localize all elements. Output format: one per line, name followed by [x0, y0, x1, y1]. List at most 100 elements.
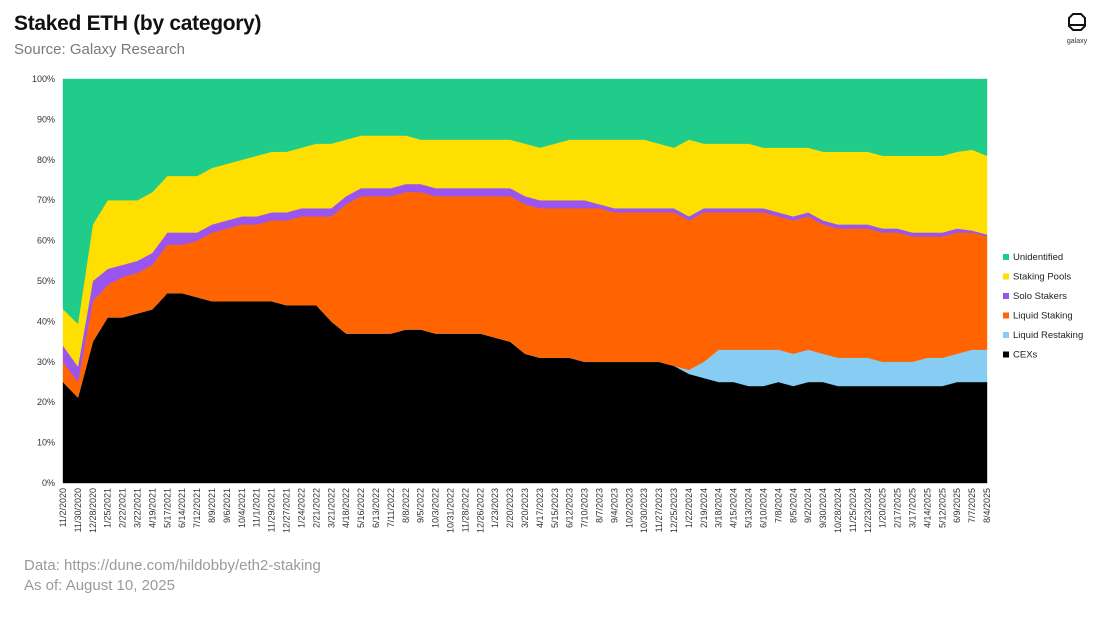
area-unidentified: [62, 78, 988, 325]
y-tick-label: 80%: [37, 155, 55, 165]
x-tick-label: 1/22/2024: [684, 488, 694, 528]
x-tick-label: 1/25/2021: [103, 488, 113, 528]
chart-title: Staked ETH (by category): [14, 12, 262, 35]
y-tick-label: 100%: [32, 74, 55, 84]
x-tick-label: 12/23/2024: [863, 488, 873, 533]
x-tick-label: 4/14/2025: [922, 488, 932, 528]
x-tick-label: 10/4/2021: [237, 488, 247, 528]
data-source-note: Data: https://dune.com/hildobby/eth2-sta…: [24, 557, 321, 574]
y-tick-label: 70%: [37, 195, 55, 205]
x-tick-label: 4/17/2023: [535, 488, 545, 528]
x-tick-label: 7/10/2023: [580, 488, 590, 528]
x-tick-label: 6/9/2025: [952, 488, 962, 523]
x-tick-label: 5/13/2024: [744, 488, 754, 528]
x-tick-label: 10/3/2022: [431, 488, 441, 528]
legend-item: CEXs: [1003, 350, 1038, 361]
x-tick-label: 2/22/2021: [118, 488, 128, 528]
chart-subtitle: Source: Galaxy Research: [14, 41, 185, 58]
x-tick-label: 12/25/2023: [669, 488, 679, 533]
legend-item: Liquid Restaking: [1003, 330, 1083, 341]
x-tick-label: 12/28/2020: [88, 488, 98, 533]
galaxy-logo-icon: [1068, 13, 1086, 31]
x-tick-label: 11/27/2023: [654, 488, 664, 532]
x-tick-label: 2/19/2024: [699, 488, 709, 528]
y-axis: 0% 10% 20% 30% 40% 50% 60% 70% 80% 90% 100%: [32, 74, 55, 488]
x-tick-label: 2/21/2022: [311, 488, 321, 528]
x-tick-label: 4/15/2024: [729, 488, 739, 528]
x-tick-label: 3/22/2021: [133, 488, 143, 528]
legend-label: Solo Stakers: [1013, 291, 1067, 302]
x-axis: 11/2/2020 11/30/2020 12/28/2020 1/25/2021 2/…: [58, 488, 992, 533]
x-tick-label: 10/28/2024: [833, 488, 843, 533]
legend-swatch: [1003, 351, 1009, 358]
legend-label: Liquid Staking: [1013, 311, 1073, 322]
y-tick-label: 50%: [37, 276, 55, 286]
x-tick-label: 10/31/2022: [445, 488, 455, 533]
x-tick-label: 8/4/2025: [982, 488, 992, 523]
x-tick-label: 5/17/2021: [162, 488, 172, 528]
x-tick-label: 11/28/2022: [460, 488, 470, 532]
x-tick-label: 5/12/2025: [937, 488, 947, 528]
chart-areas: [62, 78, 988, 484]
x-tick-label: 7/11/2022: [386, 488, 396, 527]
legend-label: Staking Pools: [1013, 272, 1071, 283]
x-tick-label: 10/2/2023: [624, 488, 634, 528]
x-tick-label: 1/23/2023: [490, 488, 500, 528]
x-tick-label: 6/12/2023: [565, 488, 575, 528]
y-tick-label: 20%: [37, 397, 55, 407]
legend-item: Staking Pools: [1003, 272, 1071, 283]
x-tick-label: 9/5/2022: [416, 488, 426, 523]
x-tick-label: 3/20/2023: [520, 488, 530, 528]
as-of-note: As of: August 10, 2025: [24, 577, 175, 594]
x-tick-label: 9/4/2023: [609, 488, 619, 523]
x-tick-label: 11/30/2020: [73, 488, 83, 532]
legend-label: Unidentified: [1013, 252, 1063, 263]
y-tick-label: 60%: [37, 236, 55, 246]
legend-label: Liquid Restaking: [1013, 330, 1083, 341]
x-tick-label: 4/19/2021: [147, 488, 157, 528]
x-tick-label: 11/25/2024: [848, 488, 858, 532]
x-tick-label: 12/26/2022: [475, 488, 485, 533]
x-tick-label: 8/8/2022: [401, 488, 411, 523]
x-tick-label: 5/15/2023: [550, 488, 560, 528]
x-tick-label: 9/30/2024: [818, 488, 828, 528]
y-tick-label: 30%: [37, 357, 55, 367]
x-tick-label: 8/9/2021: [207, 488, 217, 523]
y-tick-label: 10%: [37, 438, 55, 448]
x-tick-label: 2/20/2023: [505, 488, 515, 528]
x-tick-label: 11/1/2021: [252, 488, 262, 527]
legend: Unidentified Staking Pools Solo Stakers Liq…: [1003, 252, 1083, 361]
x-tick-label: 8/7/2023: [595, 488, 605, 523]
legend-swatch: [1003, 293, 1009, 299]
y-tick-label: 90%: [37, 114, 55, 124]
x-tick-label: 9/2/2024: [803, 488, 813, 523]
legend-swatch: [1003, 254, 1009, 260]
x-tick-label: 9/6/2021: [222, 488, 232, 523]
x-tick-label: 2/17/2025: [893, 488, 903, 528]
x-tick-label: 8/5/2024: [788, 488, 798, 523]
legend-label: CEXs: [1013, 350, 1038, 361]
x-tick-label: 6/13/2022: [371, 488, 381, 528]
x-tick-label: 3/17/2025: [907, 488, 917, 528]
legend-item: Liquid Staking: [1003, 311, 1073, 322]
legend-swatch: [1003, 273, 1009, 280]
x-tick-label: 3/18/2024: [714, 488, 724, 528]
x-tick-label: 1/24/2022: [296, 488, 306, 528]
x-tick-label: 1/20/2025: [878, 488, 888, 528]
logo-label: galaxy: [1066, 38, 1088, 45]
y-tick-label: 40%: [37, 316, 55, 326]
x-tick-label: 5/16/2022: [356, 488, 366, 528]
legend-swatch: [1003, 332, 1009, 338]
legend-item: Solo Stakers: [1003, 291, 1067, 302]
x-tick-label: 12/27/2021: [282, 488, 292, 533]
x-tick-label: 3/21/2022: [326, 488, 336, 528]
x-tick-label: 7/12/2021: [192, 488, 202, 528]
x-tick-label: 6/10/2024: [758, 488, 768, 528]
x-tick-label: 11/2/2020: [58, 488, 68, 527]
x-tick-label: 11/29/2021: [267, 488, 277, 532]
x-tick-label: 7/8/2024: [773, 488, 783, 523]
x-tick-label: 6/14/2021: [177, 488, 187, 528]
y-tick-label: 0%: [42, 478, 55, 488]
galaxy-logo: galaxy: [1060, 12, 1094, 45]
